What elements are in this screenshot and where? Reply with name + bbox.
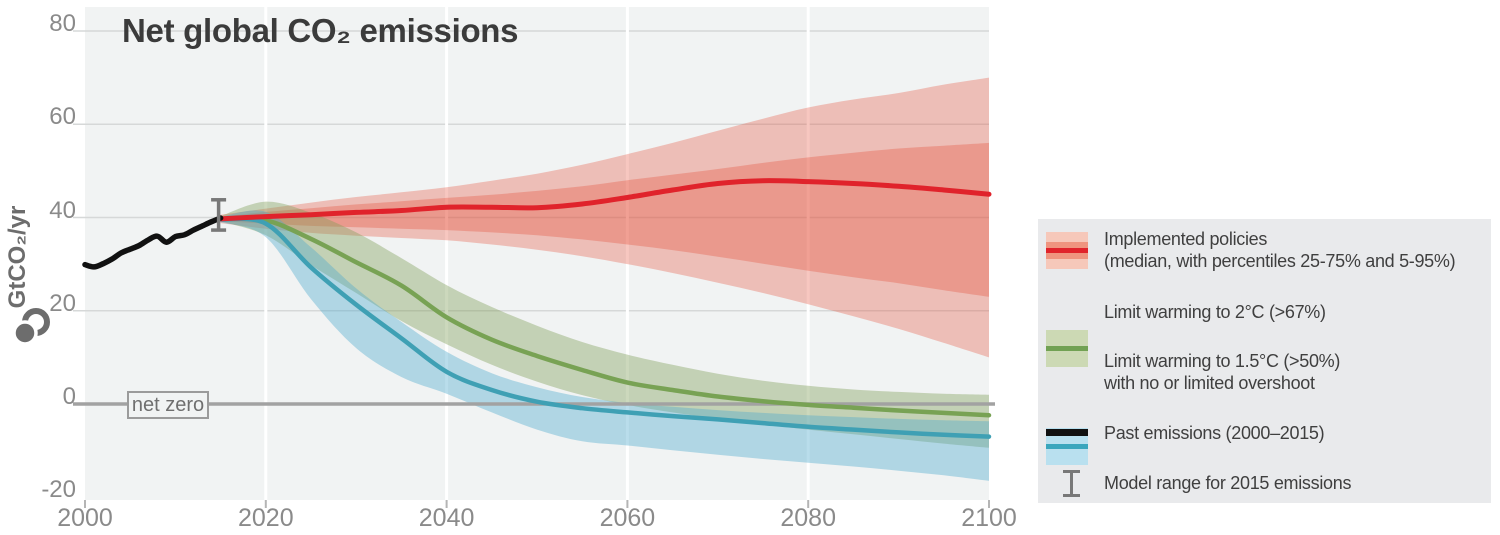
- y-tick-label: 80: [49, 10, 76, 37]
- x-tick-label: 2020: [237, 504, 294, 532]
- chart-title: Net global CO₂ emissions: [122, 12, 519, 49]
- blue-band: [220, 210, 990, 481]
- y-tick-label: 60: [49, 103, 76, 131]
- legend-item-implemented-policies: Implemented policies (median, with perce…: [1038, 219, 1491, 271]
- blue-median-line-swatch: [1046, 444, 1088, 449]
- legend-swatch-green-band: [1046, 330, 1088, 367]
- y-tick-label: 40: [49, 196, 76, 224]
- red-median-line: [218, 178, 992, 222]
- legend-label-line2: with no or limited overshoot: [1104, 373, 1315, 393]
- legend-label: Limit warming to 1.5°C (>50%): [1104, 351, 1341, 371]
- red-outer-band: [220, 77, 990, 358]
- plot-area: [85, 7, 989, 500]
- green-median-line-swatch: [1046, 346, 1088, 351]
- x-tick-label: 2060: [599, 504, 656, 532]
- green-band: [220, 201, 990, 448]
- red-median-line-swatch: [1046, 248, 1088, 253]
- past-emissions-line: [82, 215, 224, 270]
- y-tick-label: 0: [62, 383, 76, 410]
- x-tick-label: 2100: [961, 504, 1017, 532]
- legend: Implemented policies (median, with perce…: [1038, 219, 1491, 503]
- x-tick-label: 2040: [418, 504, 475, 532]
- legend-label: Implemented policies: [1104, 229, 1268, 249]
- y-tick-label: 20: [49, 289, 76, 317]
- legend-label: Limit warming to 2°C (>67%): [1104, 302, 1326, 322]
- legend-label: Model range for 2015 emissions: [1104, 473, 1352, 493]
- legend-label-line2: (median, with percentiles 25-75% and 5-9…: [1104, 251, 1456, 271]
- legend-item-limit-2c: Limit warming to 2°C (>67%): [1038, 256, 1491, 367]
- net-zero-label: net zero: [127, 391, 209, 419]
- x-tick-label: 2000: [57, 504, 113, 532]
- legend-label: Past emissions (2000–2015): [1104, 423, 1325, 443]
- error-bar-icon: [1063, 470, 1080, 497]
- x-tick-label: 2080: [780, 504, 836, 532]
- blue-median-line: [218, 216, 992, 439]
- legend-swatch-past-line: [1046, 429, 1088, 436]
- legend-swatch-red-band: [1046, 232, 1088, 269]
- y-tick-label: -20: [41, 476, 76, 504]
- green-median-line: [218, 216, 992, 418]
- co2-icon: [12, 308, 50, 346]
